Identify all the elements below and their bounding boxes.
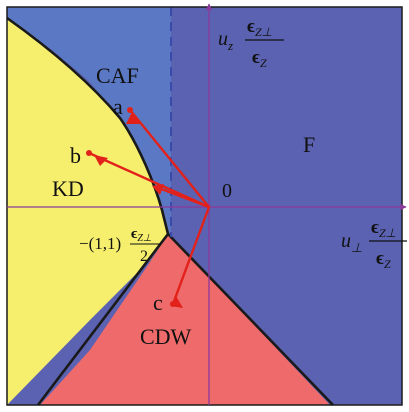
svg-text:uz: uz bbox=[218, 28, 233, 53]
region-caf-label: CAF bbox=[96, 63, 139, 88]
trajectory-b bbox=[87, 151, 211, 209]
point-b-dot bbox=[86, 150, 92, 156]
trajectory-c bbox=[171, 205, 211, 306]
svg-text:2: 2 bbox=[140, 248, 148, 265]
cdw-region bbox=[40, 234, 330, 405]
point-a-label: a bbox=[113, 94, 123, 119]
cdw-f-boundary bbox=[167, 233, 334, 406]
region-f-label: F bbox=[303, 132, 315, 157]
arrowhead-a bbox=[126, 112, 140, 124]
trajectory-a bbox=[128, 108, 211, 209]
caf-region bbox=[7, 7, 171, 237]
corner-label: −(1,1) ϵZ⊥ 2 bbox=[79, 226, 161, 265]
point-c-label: c bbox=[153, 290, 163, 315]
svg-text:ϵZ⊥: ϵZ⊥ bbox=[131, 226, 152, 244]
origin-label: 0 bbox=[222, 180, 232, 202]
svg-text:−(1,1): −(1,1) bbox=[79, 234, 121, 253]
trajectory-kd-arrow bbox=[154, 185, 211, 209]
svg-text:ϵZ: ϵZ bbox=[252, 47, 267, 70]
point-c-dot bbox=[170, 301, 176, 307]
trajectories bbox=[87, 108, 211, 306]
svg-text:ϵZ⊥: ϵZ⊥ bbox=[371, 217, 396, 240]
svg-text:u⊥: u⊥ bbox=[341, 230, 362, 255]
vertical-axis-label: uz ϵZ⊥ ϵZ bbox=[218, 16, 284, 70]
kd-region bbox=[7, 18, 168, 405]
horizontal-axis-label: u⊥ ϵZ⊥ ϵZ bbox=[341, 217, 407, 271]
arrowhead-kd bbox=[152, 184, 164, 195]
point-b-label: b bbox=[70, 143, 81, 168]
arrowhead-b bbox=[94, 155, 108, 166]
region-kd-label: KD bbox=[52, 176, 84, 201]
region-cdw-label: CDW bbox=[140, 324, 192, 349]
point-a-dot bbox=[127, 107, 133, 113]
kd-cdw-boundary bbox=[36, 233, 170, 406]
svg-text:ϵZ⊥: ϵZ⊥ bbox=[247, 16, 272, 39]
svg-text:ϵZ: ϵZ bbox=[376, 248, 391, 271]
